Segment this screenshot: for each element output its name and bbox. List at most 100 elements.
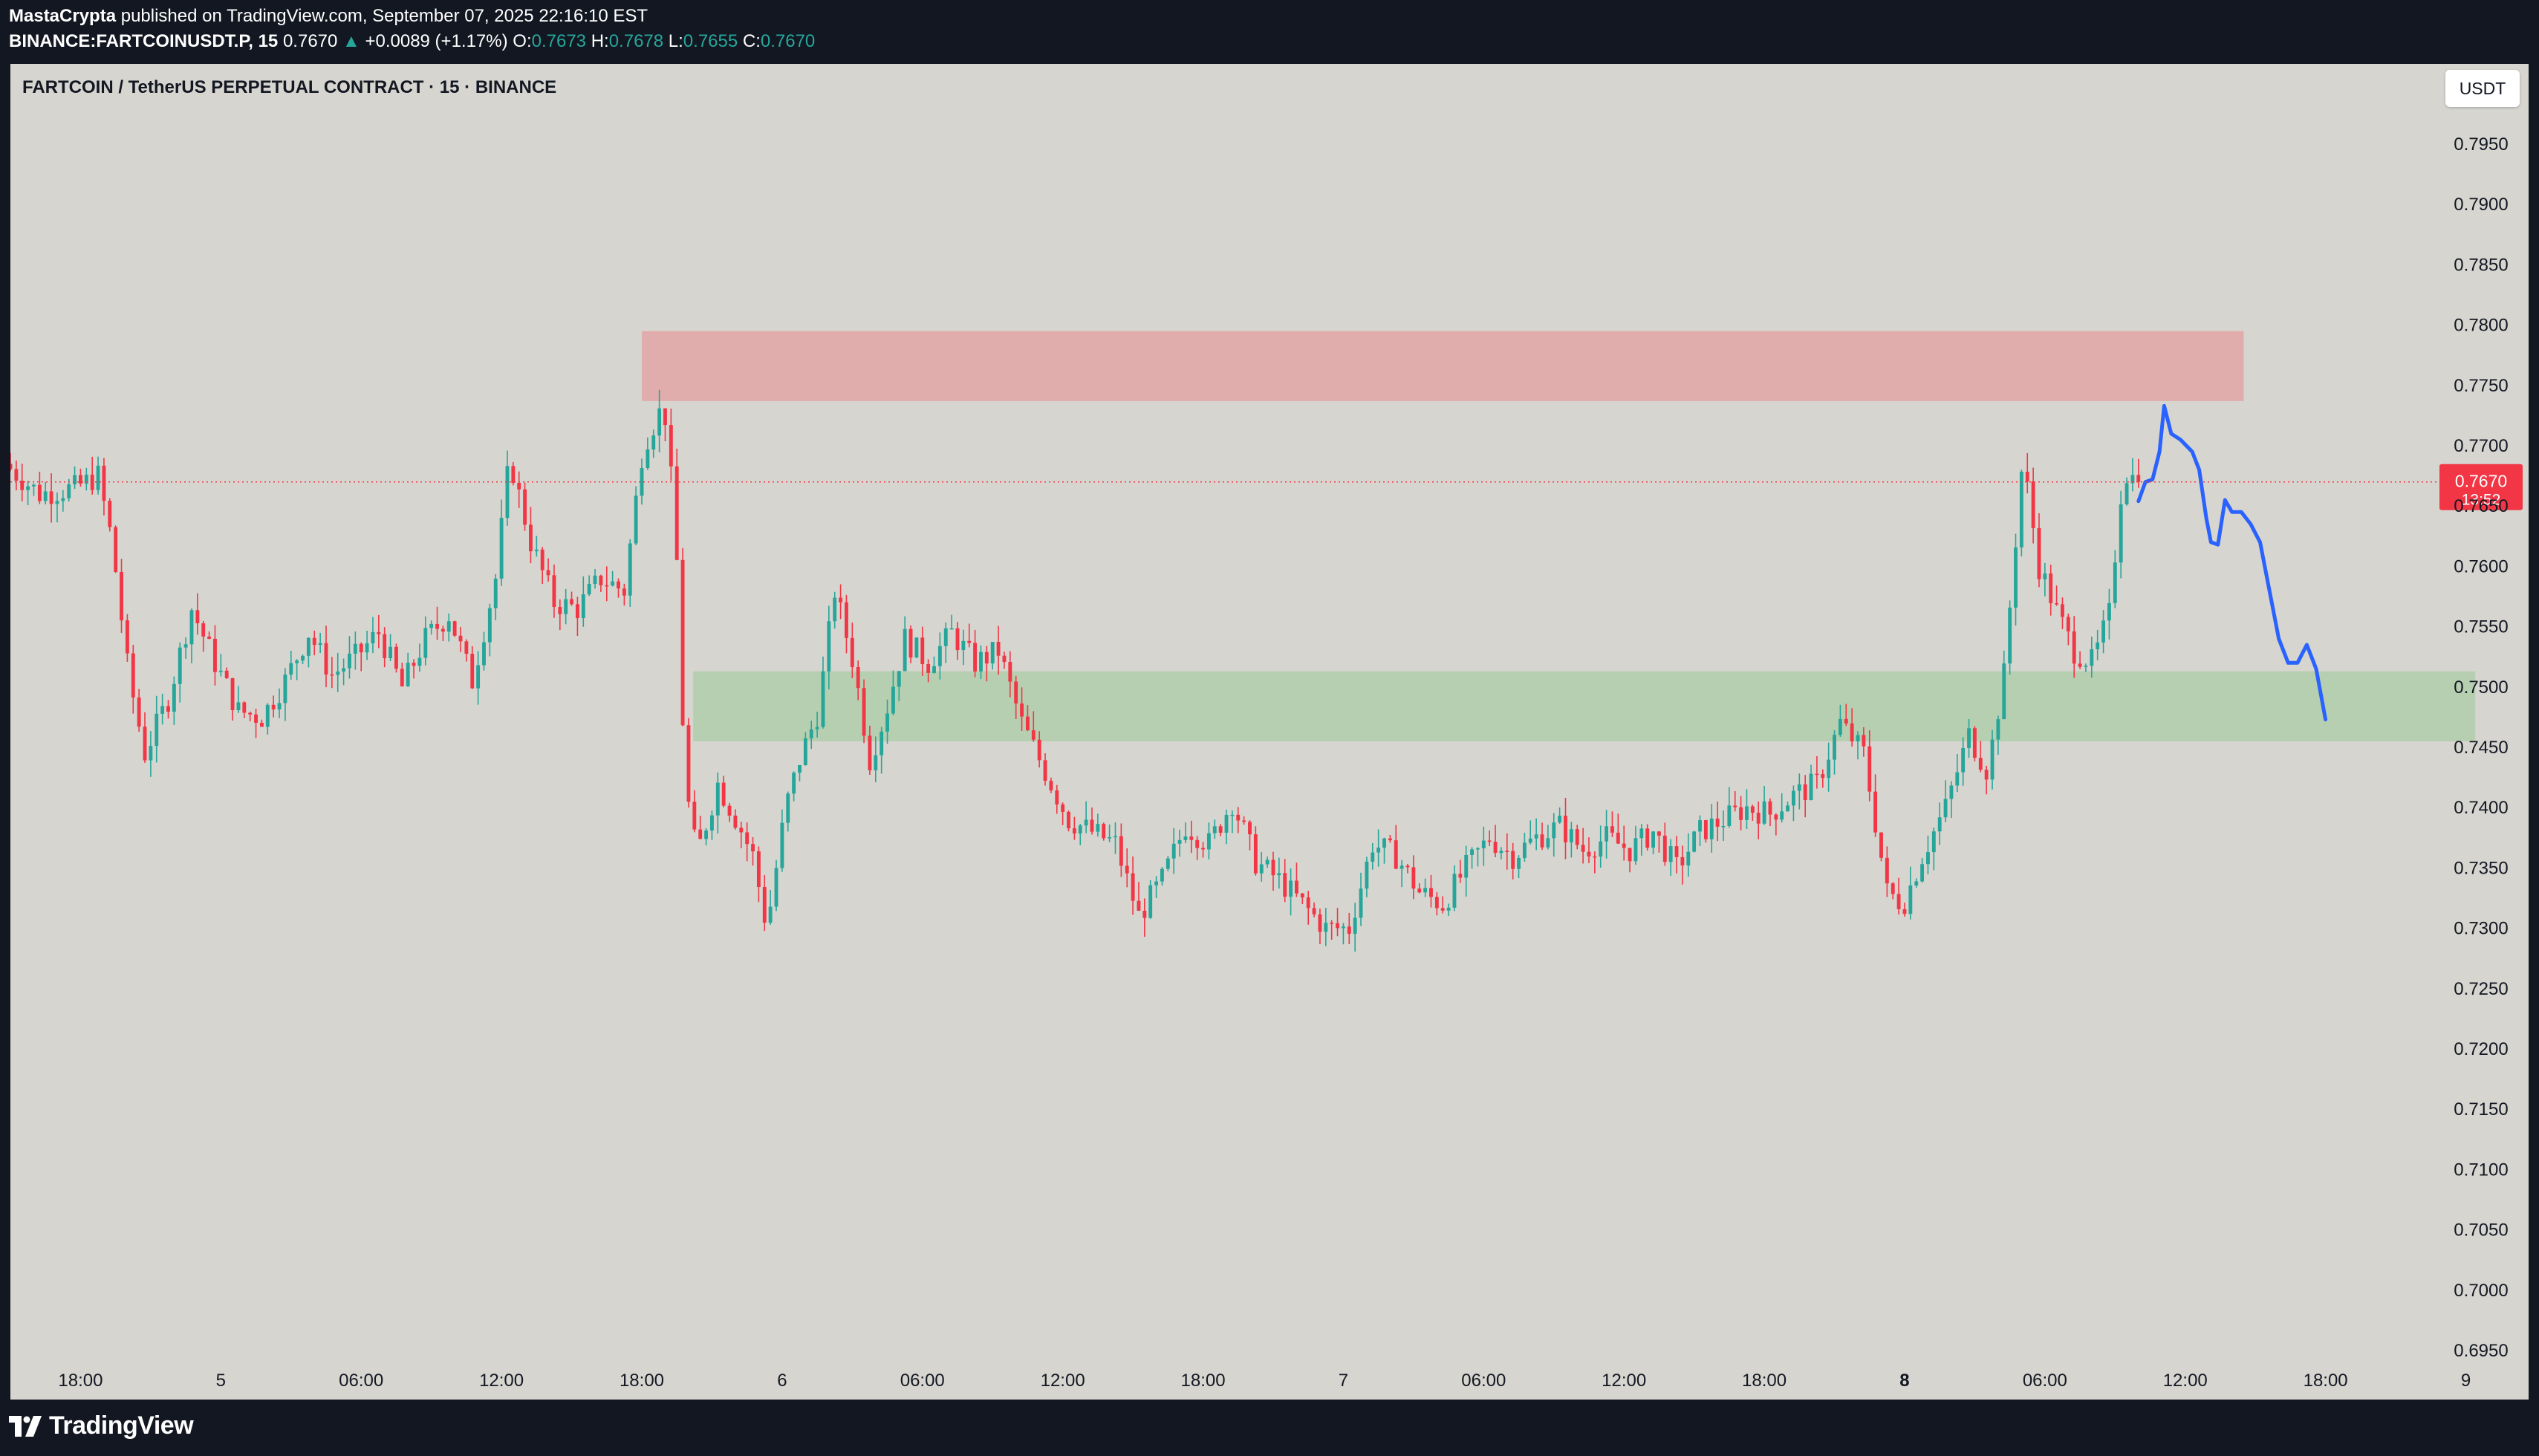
candle-body[interactable] <box>2037 527 2041 579</box>
candle-body[interactable] <box>108 501 112 527</box>
candle-body[interactable] <box>937 646 942 666</box>
candle-body[interactable] <box>1967 728 1971 748</box>
candle-body[interactable] <box>482 642 486 666</box>
candle-body[interactable] <box>1312 908 1316 914</box>
candle-body[interactable] <box>1434 897 1439 909</box>
candle-body[interactable] <box>114 527 118 572</box>
candle-body[interactable] <box>880 731 884 755</box>
candle-body[interactable] <box>1844 718 1848 724</box>
candle-body[interactable] <box>1511 851 1515 869</box>
candle-body[interactable] <box>733 815 738 828</box>
candle-body[interactable] <box>2019 472 2023 547</box>
candle-body[interactable] <box>1908 885 1913 914</box>
candle-body[interactable] <box>1330 923 1334 924</box>
candle-body[interactable] <box>815 727 819 729</box>
candle-body[interactable] <box>1931 831 1936 853</box>
candle-body[interactable] <box>2130 475 2135 484</box>
candle-body[interactable] <box>2066 617 2070 631</box>
candle-body[interactable] <box>1171 843 1176 859</box>
candle-body[interactable] <box>1102 824 1106 839</box>
candle-body[interactable] <box>955 628 960 651</box>
candle-body[interactable] <box>218 670 223 672</box>
candle-body[interactable] <box>1090 819 1094 832</box>
candle-body[interactable] <box>1440 908 1445 911</box>
candle-body[interactable] <box>581 594 585 619</box>
candle-body[interactable] <box>1376 848 1381 853</box>
candle-body[interactable] <box>540 549 544 571</box>
candle-body[interactable] <box>1037 739 1041 761</box>
candle-body[interactable] <box>751 844 755 852</box>
candle-body[interactable] <box>348 654 351 669</box>
candle-body[interactable] <box>1920 864 1925 882</box>
candle-body[interactable] <box>166 706 170 712</box>
candle-body[interactable] <box>587 583 591 595</box>
candle-body[interactable] <box>1645 828 1650 848</box>
candle-body[interactable] <box>833 597 837 622</box>
candle-body[interactable] <box>1721 825 1726 828</box>
candle-body[interactable] <box>996 642 1001 656</box>
candle-body[interactable] <box>564 599 568 614</box>
candle-body[interactable] <box>1972 728 1977 758</box>
candle-body[interactable] <box>2107 602 2111 621</box>
candle-body[interactable] <box>1067 811 1070 828</box>
candle-body[interactable] <box>1061 804 1065 812</box>
candle-body[interactable] <box>1599 841 1603 857</box>
candle-body[interactable] <box>189 610 194 645</box>
candle-body[interactable] <box>1336 923 1339 929</box>
candle-body[interactable] <box>1417 888 1422 893</box>
candle-body[interactable] <box>1253 834 1258 874</box>
candle-body[interactable] <box>73 475 77 485</box>
candle-body[interactable] <box>1072 828 1076 833</box>
candle-body[interactable] <box>295 660 299 663</box>
candle-body[interactable] <box>1739 807 1743 820</box>
candle-body[interactable] <box>943 628 948 646</box>
candle-body[interactable] <box>1786 805 1790 812</box>
candle-body[interactable] <box>14 469 19 481</box>
candle-body[interactable] <box>698 829 703 839</box>
candle-body[interactable] <box>476 665 481 689</box>
candle-body[interactable] <box>1622 843 1626 848</box>
candle-body[interactable] <box>558 606 562 614</box>
candle-body[interactable] <box>160 706 165 714</box>
candle-body[interactable] <box>1657 831 1661 836</box>
candle-body[interactable] <box>1388 838 1392 841</box>
candle-body[interactable] <box>1605 826 1609 842</box>
candle-body[interactable] <box>26 486 30 490</box>
candle-body[interactable] <box>20 481 25 490</box>
candle-body[interactable] <box>440 628 445 632</box>
candle-body[interactable] <box>745 832 750 845</box>
candle-body[interactable] <box>1949 785 1954 799</box>
candle-body[interactable] <box>1499 851 1503 854</box>
candle-body[interactable] <box>1242 820 1246 822</box>
candle-body[interactable] <box>2025 472 2029 482</box>
candle-body[interactable] <box>868 735 872 770</box>
candle-body[interactable] <box>1587 851 1591 857</box>
candle-body[interactable] <box>1774 814 1778 820</box>
candle-body[interactable] <box>429 623 434 628</box>
candle-body[interactable] <box>1809 773 1813 800</box>
candle-body[interactable] <box>1674 846 1679 857</box>
candle-body[interactable] <box>2072 631 2076 664</box>
candle-body[interactable] <box>792 773 796 794</box>
candle-body[interactable] <box>1382 838 1386 848</box>
candle-body[interactable] <box>102 465 106 501</box>
candle-body[interactable] <box>1662 835 1667 862</box>
candle-body[interactable] <box>1616 832 1620 844</box>
candle-body[interactable] <box>920 637 925 664</box>
candle-body[interactable] <box>1452 874 1457 908</box>
candle-body[interactable] <box>617 581 620 589</box>
candle-body[interactable] <box>973 643 978 672</box>
candle-body[interactable] <box>1131 873 1135 901</box>
candle-body[interactable] <box>400 669 404 686</box>
tradingview-logo[interactable]: TradingView <box>9 1411 194 1440</box>
candle-body[interactable] <box>1142 911 1147 918</box>
candle-body[interactable] <box>505 466 510 519</box>
candle-body[interactable] <box>1353 917 1357 935</box>
candle-body[interactable] <box>1581 845 1585 852</box>
candle-body[interactable] <box>1546 838 1550 848</box>
candle-body[interactable] <box>534 549 539 552</box>
candle-body[interactable] <box>1768 801 1772 815</box>
candle-body[interactable] <box>657 408 662 436</box>
candle-body[interactable] <box>897 671 901 687</box>
candle-body[interactable] <box>704 830 709 839</box>
